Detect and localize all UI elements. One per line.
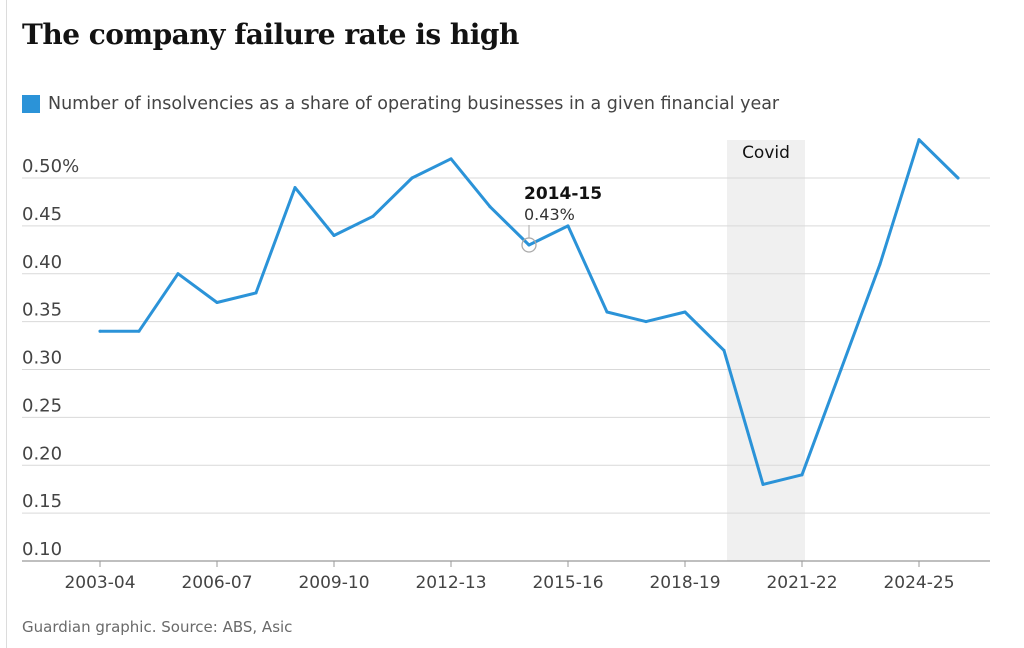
data-point: [839, 368, 843, 371]
data-point: [410, 176, 414, 180]
data-point: [761, 482, 765, 486]
data-point: [137, 329, 141, 333]
legend-swatch: [22, 95, 40, 113]
data-point: [488, 205, 492, 209]
data-point: [215, 300, 219, 304]
annotation-period: 2014-15: [524, 184, 602, 204]
x-tick-label: 2003-04: [64, 573, 135, 593]
chart-title: The company failure rate is high: [22, 18, 519, 51]
x-tick-label: 2009-10: [298, 573, 369, 593]
data-point: [605, 310, 609, 314]
y-tick-label: 0.15: [22, 491, 62, 512]
x-tick-label: 2024-25: [883, 573, 954, 593]
x-tick-label: 2006-07: [181, 573, 252, 593]
x-tick-label: 2018-19: [649, 573, 720, 593]
x-tick-label: 2015-16: [532, 573, 603, 593]
data-point: [878, 262, 882, 266]
data-point: [371, 214, 375, 218]
source-note: Guardian graphic. Source: ABS, Asic: [22, 618, 293, 636]
data-point: [722, 348, 726, 352]
data-point: [683, 310, 687, 314]
y-tick-label: 0.25: [22, 395, 62, 416]
y-tick-label: 0.35: [22, 300, 62, 321]
data-point: [566, 224, 570, 228]
x-tick-label: 2012-13: [415, 573, 486, 593]
legend-label: Number of insolvencies as a share of ope…: [48, 94, 780, 114]
data-point: [176, 272, 180, 276]
data-point: [527, 243, 531, 247]
covid-band: [727, 140, 805, 561]
y-tick-label: 0.10: [22, 539, 62, 560]
data-point: [644, 320, 648, 324]
data-point: [332, 233, 336, 237]
data-point: [254, 291, 258, 295]
left-rule: [6, 0, 7, 648]
covid-band-label: Covid: [742, 143, 790, 163]
legend: Number of insolvencies as a share of ope…: [22, 94, 779, 114]
annotation-value: 0.43%: [524, 205, 575, 224]
data-point: [449, 157, 453, 161]
y-tick-label: 0.40: [22, 252, 62, 273]
y-tick-label: 0.20: [22, 443, 62, 464]
data-point: [293, 186, 297, 190]
y-tick-label: 0.45: [22, 204, 62, 225]
y-tick-label: 0.50%: [22, 156, 79, 177]
data-point: [956, 176, 960, 180]
data-point: [800, 473, 804, 477]
data-point: [98, 329, 102, 333]
data-point: [917, 138, 921, 142]
x-tick-label: 2021-22: [766, 573, 837, 593]
y-tick-label: 0.30: [22, 348, 62, 369]
